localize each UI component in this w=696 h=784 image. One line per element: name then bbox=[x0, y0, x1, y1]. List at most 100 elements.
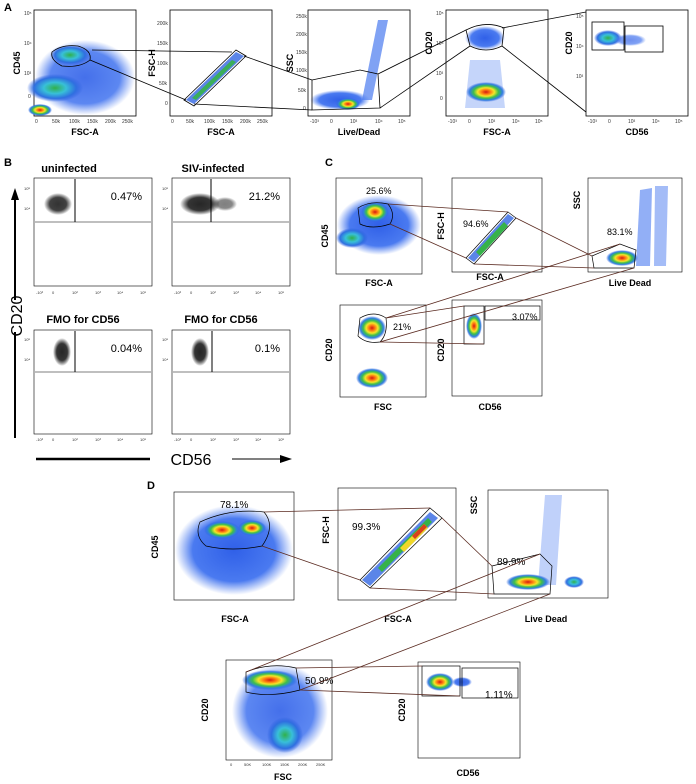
gate-percent: 25.6% bbox=[366, 186, 392, 196]
connector-line bbox=[299, 593, 551, 691]
gate-outline bbox=[591, 243, 637, 269]
gate-percent: 89.9% bbox=[497, 557, 525, 568]
panel-a-letter: A bbox=[4, 2, 12, 14]
panel-a-plot-4: CD20 FSC-A -10³ 0 10³ 10⁴ 10⁵ 10⁵ 10⁴ 10… bbox=[424, 9, 549, 137]
x-tick: 0 bbox=[35, 119, 38, 125]
x-tick: 0 bbox=[608, 119, 611, 125]
x-tick: 10⁵ bbox=[398, 119, 406, 125]
gate-percent: 0.04% bbox=[111, 343, 142, 355]
x-axis-label: FSC-A bbox=[365, 278, 393, 288]
connector-line bbox=[501, 11, 587, 29]
gate-percent: 99.3% bbox=[352, 522, 380, 533]
y-tick: 200k bbox=[157, 21, 168, 27]
panel-d-plot-5: 1.11% CD20 CD56 bbox=[397, 661, 521, 778]
density-population bbox=[192, 60, 236, 100]
connector-line bbox=[245, 553, 541, 673]
y-tick: 10⁴ bbox=[24, 357, 30, 362]
plot-frame bbox=[451, 177, 543, 273]
x-tick: 0 bbox=[230, 762, 233, 767]
connector-line bbox=[295, 665, 423, 669]
x-tick: 10² bbox=[210, 437, 216, 442]
x-axis-label: FSC-A bbox=[221, 614, 249, 624]
connector-line bbox=[385, 243, 621, 319]
y-tick: 10⁴ bbox=[24, 41, 32, 47]
gate-percent: 1.11% bbox=[485, 690, 513, 701]
y-tick: 10³ bbox=[436, 71, 444, 77]
x-axis-label: Live Dead bbox=[609, 278, 652, 288]
connector-line bbox=[389, 223, 467, 259]
y-tick: 50k bbox=[159, 81, 168, 87]
gate-connectors bbox=[245, 507, 551, 697]
x-axis-label: FSC bbox=[274, 772, 293, 782]
x-tick: 0 bbox=[190, 290, 193, 295]
y-axis-label: FSC-H bbox=[321, 516, 331, 544]
panel-a-plot-5: CD20 CD56 -10³ 0 10³ 10⁴ 10⁵ 10⁵ 10⁴ 10³ bbox=[564, 9, 689, 137]
density-population bbox=[28, 104, 52, 116]
y-tick: 10⁴ bbox=[162, 357, 168, 362]
connector-line bbox=[261, 545, 361, 581]
x-tick: -10² bbox=[174, 290, 182, 295]
x-axis-label: CD56 bbox=[478, 402, 501, 412]
connector-line bbox=[379, 45, 471, 109]
plot-title: uninfected bbox=[41, 163, 97, 175]
connector-line bbox=[385, 305, 465, 319]
y-tick: 10⁵ bbox=[24, 11, 32, 17]
x-axis-label: FSC-A bbox=[71, 127, 99, 137]
y-axis-label: CD20 bbox=[200, 698, 210, 721]
x-tick: 10⁴ bbox=[117, 437, 123, 442]
arrow-up-icon bbox=[11, 188, 19, 200]
x-tick: 10⁵ bbox=[140, 290, 146, 295]
y-tick: 200k bbox=[296, 32, 307, 38]
y-tick: 10⁴ bbox=[576, 44, 584, 50]
b-x-axis-label: CD56 bbox=[171, 452, 212, 469]
connector-line bbox=[91, 49, 233, 53]
x-tick: 250K bbox=[316, 762, 326, 767]
y-tick: 250k bbox=[296, 14, 307, 20]
panel-d: D 78.1% CD45 FSC-A 99.3% FSC-H FSC-A bbox=[147, 480, 609, 782]
panel-d-letter: D bbox=[147, 480, 155, 492]
plot-frame bbox=[169, 9, 273, 117]
y-tick: 50k bbox=[298, 88, 307, 94]
event-dots bbox=[213, 197, 237, 211]
event-dots bbox=[191, 338, 209, 366]
x-tick: 50K bbox=[244, 762, 251, 767]
y-tick: 100k bbox=[157, 61, 168, 67]
gate-outline bbox=[591, 21, 625, 51]
x-tick: 10³ bbox=[233, 290, 239, 295]
y-axis-label: CD45 bbox=[320, 224, 330, 247]
density-population bbox=[27, 74, 83, 102]
x-tick: 250k bbox=[122, 119, 133, 125]
arrow-right-icon bbox=[280, 455, 292, 463]
b-y-axis-label: CD20 bbox=[9, 295, 26, 336]
gate-percent: 94.6% bbox=[463, 219, 489, 229]
x-tick: -10³ bbox=[448, 119, 457, 125]
x-tick: 10⁴ bbox=[255, 437, 261, 442]
x-axis-label: FSC-A bbox=[207, 127, 235, 137]
x-axis-label: FSC-A bbox=[483, 127, 511, 137]
density-population bbox=[242, 670, 298, 690]
panel-d-plot-4: 50.9% CD20 FSC 0 50K 100K 150K 200K 250K bbox=[200, 659, 333, 782]
x-tick: -10³ bbox=[310, 119, 319, 125]
connector-line bbox=[369, 587, 495, 595]
y-tick: 150k bbox=[157, 41, 168, 47]
x-tick: 200K bbox=[298, 762, 308, 767]
gate-outline bbox=[491, 553, 553, 595]
x-tick: 10⁴ bbox=[512, 119, 520, 125]
y-tick: 10⁵ bbox=[162, 186, 168, 191]
density-background bbox=[175, 505, 293, 595]
gate-connectors bbox=[379, 203, 635, 345]
density-population bbox=[564, 576, 584, 588]
panel-b-plot-4: FMO for CD56 0.1% -10² 0 10² 10³ 10⁴ 10⁵… bbox=[162, 314, 291, 442]
panel-a: A CD45 FSC-A 0 50k 100k 150k 200k 250k 1… bbox=[4, 2, 689, 137]
x-tick: 10⁵ bbox=[140, 437, 146, 442]
x-tick: 10⁵ bbox=[278, 290, 284, 295]
density-population bbox=[538, 495, 562, 585]
connector-line bbox=[89, 59, 187, 101]
x-axis-label: FSC bbox=[374, 402, 393, 412]
density-population bbox=[506, 574, 550, 590]
density-population bbox=[267, 717, 303, 753]
y-axis-label: SSC bbox=[572, 190, 582, 209]
y-tick: 0 bbox=[303, 106, 306, 112]
x-tick: 10³ bbox=[628, 119, 636, 125]
panel-c-plot-2: 94.6% FSC-H FSC-A bbox=[436, 177, 543, 282]
